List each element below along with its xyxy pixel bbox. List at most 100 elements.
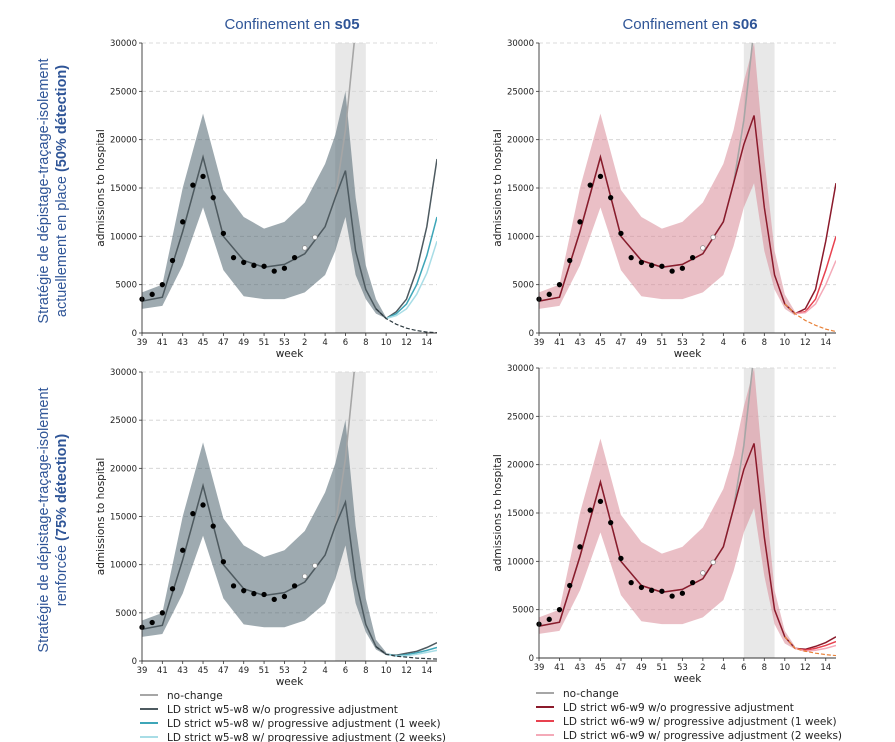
chart-panel-4: 0 5000 10000 15000 20000 25000 30000 39 41 43 45 47…	[492, 364, 836, 685]
observed-point	[710, 234, 716, 240]
x-tick-label: 14	[820, 338, 831, 348]
series-line-2	[142, 154, 437, 320]
y-tick-label: 15000	[507, 509, 534, 519]
x-tick-label: 45	[595, 663, 606, 673]
y-tick-label: 20000	[110, 464, 137, 474]
observed-point	[291, 583, 298, 589]
x-tick-label: 47	[616, 663, 627, 673]
legend-label: LD strict w5-w8 w/ progressive adjustmen…	[167, 718, 441, 730]
observed-point	[281, 593, 288, 600]
x-tick-label: 6	[741, 338, 746, 348]
x-tick-label: 43	[575, 338, 586, 348]
observed-point	[210, 195, 216, 201]
row-label-line: Stratégie de dépistage-traçage-isolement	[36, 58, 52, 323]
series-line-4	[794, 644, 836, 652]
y-tick-label: 20000	[507, 461, 534, 471]
observed-point	[618, 555, 624, 562]
legends: no-change LD strict w5-w8 w/o progressive…	[140, 688, 842, 742]
observed-point	[577, 544, 583, 550]
observed-point	[679, 590, 686, 596]
observed-point	[700, 570, 706, 576]
x-tick-label: 4	[322, 338, 327, 348]
column-title-s06: Confinement en s06	[622, 16, 757, 33]
x-axis-label: week	[674, 673, 703, 685]
observed-point	[241, 588, 247, 594]
observed-point	[679, 265, 686, 271]
x-tick-label: 2	[700, 663, 705, 673]
observed-point	[312, 234, 318, 240]
y-axis-label: admissions to hospital	[95, 129, 107, 246]
x-tick-label: 43	[177, 338, 188, 348]
y-tick-label: 20000	[507, 136, 534, 146]
observed-point	[281, 265, 288, 271]
row-label-line: Stratégie de dépistage-traçage-isolement	[36, 387, 52, 652]
y-tick-label: 10000	[110, 232, 137, 242]
observed-point	[638, 584, 645, 591]
legend-1: no-change LD strict w5-w8 w/o progressive…	[140, 690, 446, 742]
y-tick-label: 5000	[115, 281, 137, 291]
observed-point	[190, 510, 196, 517]
x-tick-label: 4	[721, 663, 726, 673]
x-tick-label: 10	[779, 663, 790, 673]
observed-point	[608, 195, 614, 201]
x-tick-label: 49	[238, 338, 249, 348]
observed-point	[597, 498, 604, 505]
x-tick-label: 41	[157, 338, 168, 348]
x-axis-label: week	[276, 676, 305, 688]
observed-point	[649, 262, 655, 268]
x-tick-label: 8	[762, 338, 767, 348]
observed-point	[149, 619, 155, 626]
uncertainty-band	[539, 43, 796, 316]
x-tick-label: 6	[343, 338, 348, 348]
x-tick-label: 8	[363, 338, 368, 348]
x-tick-label: 39	[534, 338, 545, 348]
y-axis-label: admissions to hospital	[95, 458, 107, 575]
observed-point	[230, 254, 237, 261]
series-line-4	[794, 260, 836, 315]
observed-point	[169, 257, 176, 264]
observed-point	[220, 559, 227, 565]
observed-point	[271, 268, 277, 274]
column-title-s05: Confinement en s05	[224, 16, 359, 33]
observed-point	[587, 182, 593, 188]
y-tick-label: 25000	[110, 416, 137, 426]
x-tick-label: 6	[741, 663, 746, 673]
observed-point	[210, 523, 216, 529]
observed-point	[700, 245, 706, 251]
x-tick-label: 53	[677, 338, 688, 348]
x-tick-label: 47	[218, 338, 229, 348]
y-tick-label: 15000	[110, 513, 137, 523]
y-tick-label: 15000	[507, 184, 534, 194]
observed-point	[546, 291, 552, 297]
legend-label: LD strict w6-w9 w/ progressive adjustmen…	[563, 730, 842, 742]
x-tick-label: 53	[279, 338, 290, 348]
y-tick-label: 25000	[507, 412, 534, 422]
y-axis-label: admissions to hospital	[492, 129, 504, 246]
x-tick-label: 12	[401, 666, 412, 676]
chart-panel-3: 0 5000 10000 15000 20000 25000 30000 39 41 43 45 47…	[95, 368, 437, 688]
observed-point	[587, 507, 593, 513]
x-tick-label: 41	[554, 663, 565, 673]
x-tick-label: 12	[800, 338, 811, 348]
observed-point	[180, 547, 186, 553]
x-tick-label: 12	[800, 663, 811, 673]
x-tick-label: 6	[343, 666, 348, 676]
observed-point	[200, 173, 206, 180]
observed-point	[190, 182, 196, 188]
y-tick-label: 15000	[110, 184, 137, 194]
row-label-line: actuellement en place (50% détection)	[54, 65, 70, 317]
observed-point	[628, 254, 634, 261]
uncertainty-band	[142, 91, 387, 319]
series-line-4	[385, 240, 437, 320]
observed-point	[220, 230, 227, 237]
x-axis-label: week	[276, 348, 305, 360]
observed-point	[689, 254, 696, 261]
observed-point	[669, 593, 675, 599]
observed-point	[597, 173, 604, 180]
y-tick-label: 0	[529, 329, 534, 339]
x-tick-label: 45	[198, 666, 209, 676]
series-line-5	[784, 303, 836, 333]
observed-point	[180, 219, 186, 225]
chart-panel-2: 0 5000 10000 15000 20000 25000 30000 39 41 43 45 47…	[492, 39, 836, 360]
